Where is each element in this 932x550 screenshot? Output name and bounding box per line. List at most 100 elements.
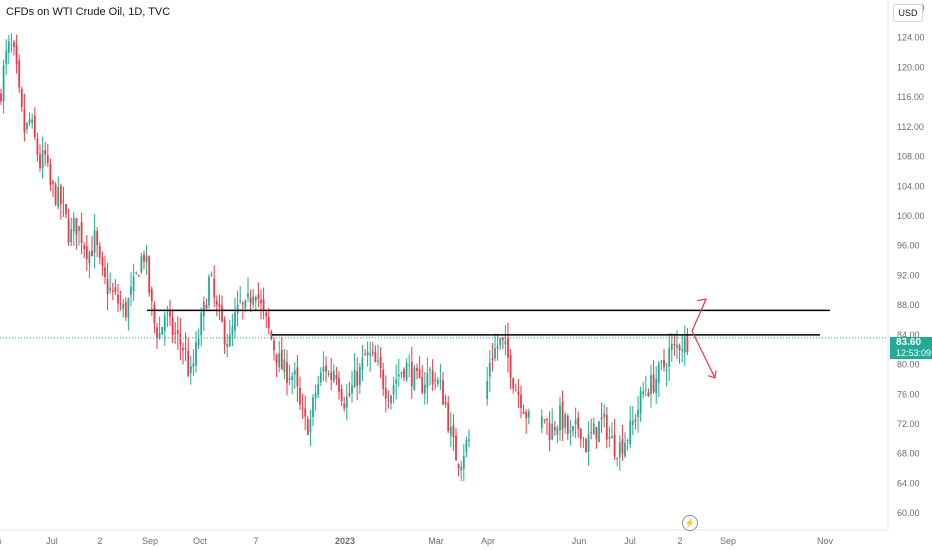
drawing-overlays[interactable] <box>0 298 888 379</box>
candle-body <box>299 388 301 405</box>
candle-body <box>660 361 663 363</box>
candle-body <box>280 349 283 370</box>
candle-body <box>187 350 190 376</box>
candle-body <box>31 119 34 124</box>
candle-body <box>340 389 343 402</box>
candle-body <box>418 369 421 379</box>
candle-body <box>332 370 335 382</box>
candle-body <box>460 466 463 471</box>
candle-body <box>678 345 681 350</box>
candle-body <box>80 221 83 244</box>
candle-body <box>605 414 608 440</box>
candle-body <box>488 362 491 377</box>
candle-body <box>413 367 416 391</box>
candle-body <box>119 303 122 305</box>
candle-body <box>127 298 130 318</box>
candle-body <box>312 397 314 417</box>
candle-body <box>335 374 338 380</box>
price-tick-label: 72.00 <box>897 419 920 429</box>
candle-body <box>351 385 353 394</box>
candle-body <box>267 316 270 328</box>
candle-body <box>163 315 166 331</box>
candle-body <box>579 428 582 440</box>
candle-body <box>639 390 642 414</box>
candle-body <box>202 301 205 317</box>
price-tick-label: 116.00 <box>897 92 924 102</box>
candle-body <box>226 344 229 347</box>
candle-body <box>301 407 304 409</box>
candle-body <box>150 288 153 302</box>
price-tick-label: 80.00 <box>897 360 920 370</box>
arrow-down-line[interactable] <box>691 330 716 379</box>
candle-body <box>410 361 413 387</box>
candle-body <box>208 276 210 306</box>
time-tick-label: Jul <box>624 536 636 546</box>
price-axis[interactable]: 128.00124.00120.00116.00112.00108.00104.… <box>887 0 925 530</box>
candle-body <box>283 359 286 373</box>
candle-body <box>254 297 257 301</box>
candle-body <box>439 380 442 382</box>
candle-body <box>169 310 171 317</box>
candle-body <box>676 344 678 348</box>
candle-body <box>486 380 489 399</box>
candle-body <box>275 354 278 364</box>
candle-body <box>343 403 346 409</box>
candle-body <box>33 115 36 137</box>
candle-body <box>592 423 595 435</box>
currency-button[interactable]: USD <box>893 4 923 22</box>
candle-body <box>436 379 439 385</box>
candle-body <box>156 327 158 339</box>
candle-body <box>637 409 639 418</box>
candle-body <box>231 327 234 336</box>
candle-body <box>325 365 327 372</box>
candle-body <box>405 362 408 380</box>
bar-countdown: 12:53:09 <box>896 348 932 358</box>
price-tick-label: 104.00 <box>897 181 925 191</box>
price-tick-label: 60.00 <box>897 508 920 518</box>
candle-body <box>551 423 554 440</box>
candle-body <box>652 374 655 392</box>
price-tick-label: 112.00 <box>897 122 924 132</box>
candle-body <box>522 411 525 414</box>
candle-body <box>598 421 600 442</box>
candle-body <box>634 419 637 422</box>
candle-body <box>137 275 140 277</box>
price-tick-label: 92.00 <box>897 270 920 280</box>
candle-body <box>585 439 587 453</box>
candle-body <box>624 442 626 457</box>
time-axis[interactable]: Jun Jul 2 Sep Oct 7 2023 Mar Apr Jun Jul 2 Sep Nov <box>0 529 888 546</box>
candle-body <box>179 333 182 345</box>
candle-body <box>314 393 317 399</box>
candle-body <box>655 378 658 393</box>
candle-body <box>304 408 307 417</box>
candle-body <box>356 371 359 386</box>
candle-body <box>49 164 52 185</box>
candle-body <box>569 431 572 433</box>
candle-body <box>668 348 671 367</box>
time-tick-label: Nov <box>817 536 834 546</box>
candle-body <box>161 327 164 335</box>
candle-body <box>468 439 470 441</box>
candle-body <box>525 412 528 419</box>
time-tick-label: Sep <box>720 536 736 546</box>
candle-body <box>447 403 450 432</box>
candle-body <box>143 254 145 262</box>
candle-body <box>223 320 226 345</box>
candle-body <box>403 369 405 378</box>
candle-body <box>104 267 106 278</box>
candle-body <box>39 154 41 168</box>
lightning-icon[interactable]: ⚡ <box>682 515 698 531</box>
candle-body <box>512 378 515 389</box>
time-tick-label: Jul <box>46 536 58 546</box>
price-tick-label: 124.00 <box>897 33 925 43</box>
candle-body <box>361 358 364 370</box>
time-tick-label: 2 <box>677 536 682 546</box>
candle-body <box>57 186 60 208</box>
candle-body <box>517 391 520 395</box>
time-tick-label: Jun <box>0 536 1 546</box>
candle-body <box>83 245 86 249</box>
candle-body <box>543 419 546 421</box>
time-tick-label: 7 <box>253 536 258 546</box>
candles <box>0 33 689 482</box>
